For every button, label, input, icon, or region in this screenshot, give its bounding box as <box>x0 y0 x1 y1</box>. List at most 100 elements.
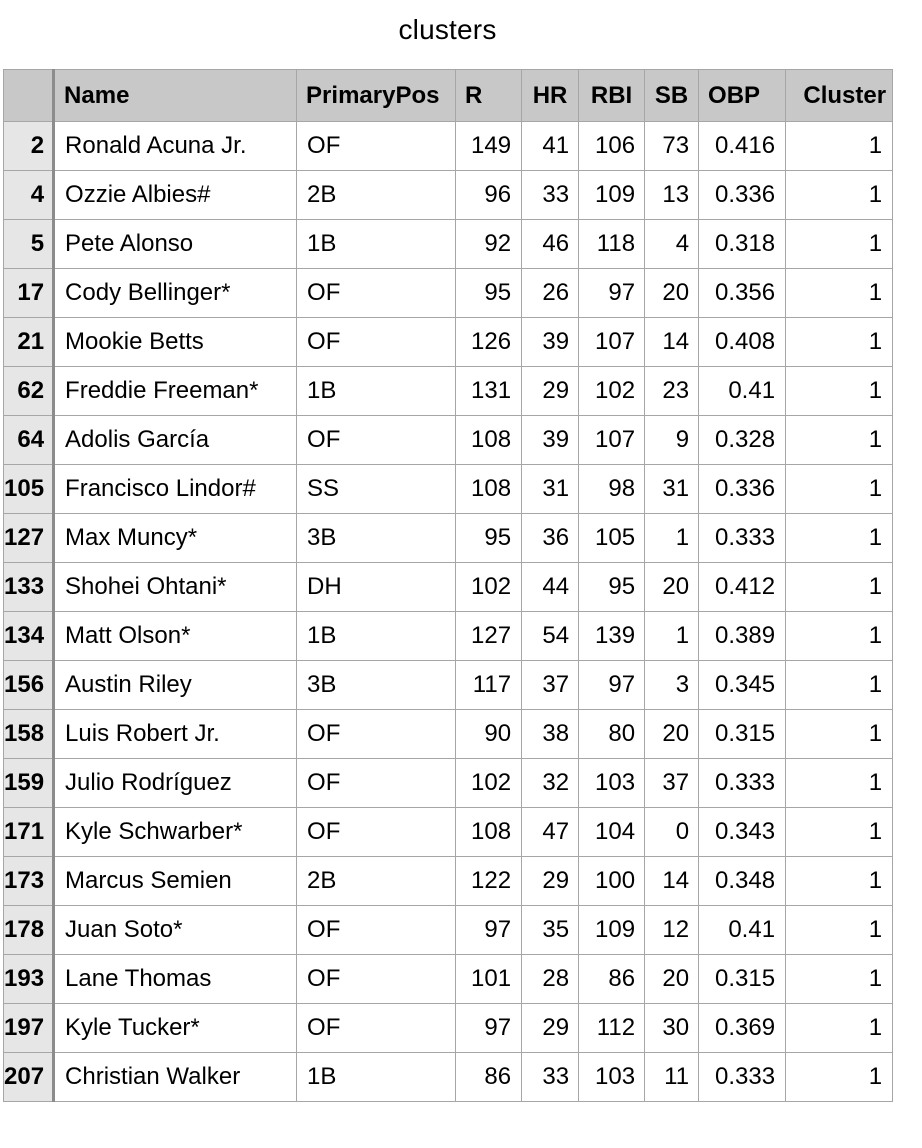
cluster-cell[interactable]: 1 <box>785 807 894 857</box>
sb-cell[interactable]: 1 <box>644 611 700 661</box>
sb-cell[interactable]: 20 <box>644 268 700 318</box>
table-row[interactable]: 127 Max Muncy* 3B 95 36 105 1 0.333 1 <box>2 513 894 563</box>
table-row[interactable]: 133 Shohei Ohtani* DH 102 44 95 20 0.412 1 <box>2 562 894 612</box>
sb-cell[interactable]: 20 <box>644 709 700 759</box>
hr-cell[interactable]: 47 <box>521 807 580 857</box>
cluster-cell[interactable]: 1 <box>785 464 894 514</box>
cluster-cell[interactable]: 1 <box>785 268 894 318</box>
obp-cell[interactable]: 0.336 <box>698 464 787 514</box>
r-cell[interactable]: 108 <box>455 415 523 465</box>
sb-cell[interactable]: 13 <box>644 170 700 220</box>
hr-cell[interactable]: 33 <box>521 170 580 220</box>
cluster-cell[interactable]: 1 <box>785 905 894 955</box>
name-cell[interactable]: Austin Riley <box>53 660 298 710</box>
rbi-cell[interactable]: 107 <box>578 317 646 367</box>
cluster-cell[interactable]: 1 <box>785 954 894 1004</box>
hr-cell[interactable]: 28 <box>521 954 580 1004</box>
primarypos-cell[interactable]: 1B <box>296 366 457 416</box>
rbi-cell[interactable]: 95 <box>578 562 646 612</box>
cluster-cell[interactable]: 1 <box>785 562 894 612</box>
cluster-cell[interactable]: 1 <box>785 513 894 563</box>
row-index[interactable]: 193 <box>2 954 56 1004</box>
obp-cell[interactable]: 0.333 <box>698 758 787 808</box>
hr-cell[interactable]: 33 <box>521 1052 580 1102</box>
rbi-cell[interactable]: 103 <box>578 1052 646 1102</box>
sb-cell[interactable]: 1 <box>644 513 700 563</box>
column-header-r[interactable]: R <box>455 69 523 122</box>
r-cell[interactable]: 149 <box>455 121 523 171</box>
hr-cell[interactable]: 37 <box>521 660 580 710</box>
r-cell[interactable]: 127 <box>455 611 523 661</box>
rbi-cell[interactable]: 97 <box>578 268 646 318</box>
r-cell[interactable]: 97 <box>455 1003 523 1053</box>
rbi-cell[interactable]: 98 <box>578 464 646 514</box>
table-row[interactable]: 178 Juan Soto* OF 97 35 109 12 0.41 1 <box>2 905 894 955</box>
primarypos-cell[interactable]: OF <box>296 415 457 465</box>
table-row[interactable]: 156 Austin Riley 3B 117 37 97 3 0.345 1 <box>2 660 894 710</box>
obp-cell[interactable]: 0.389 <box>698 611 787 661</box>
row-index[interactable]: 171 <box>2 807 56 857</box>
name-cell[interactable]: Matt Olson* <box>53 611 298 661</box>
rbi-cell[interactable]: 86 <box>578 954 646 1004</box>
sb-cell[interactable]: 11 <box>644 1052 700 1102</box>
obp-cell[interactable]: 0.41 <box>698 905 787 955</box>
column-header-name[interactable]: Name <box>53 69 298 122</box>
primarypos-cell[interactable]: OF <box>296 807 457 857</box>
row-index[interactable]: 173 <box>2 856 56 906</box>
row-index[interactable]: 5 <box>2 219 56 269</box>
obp-cell[interactable]: 0.416 <box>698 121 787 171</box>
rbi-cell[interactable]: 103 <box>578 758 646 808</box>
table-row[interactable]: 171 Kyle Schwarber* OF 108 47 104 0 0.343 1 <box>2 807 894 857</box>
table-row[interactable]: 4 Ozzie Albies# 2B 96 33 109 13 0.336 1 <box>2 170 894 220</box>
r-cell[interactable]: 96 <box>455 170 523 220</box>
obp-cell[interactable]: 0.345 <box>698 660 787 710</box>
table-row[interactable]: 158 Luis Robert Jr. OF 90 38 80 20 0.315 1 <box>2 709 894 759</box>
cluster-cell[interactable]: 1 <box>785 317 894 367</box>
sb-cell[interactable]: 12 <box>644 905 700 955</box>
obp-cell[interactable]: 0.369 <box>698 1003 787 1053</box>
sb-cell[interactable]: 30 <box>644 1003 700 1053</box>
rbi-cell[interactable]: 102 <box>578 366 646 416</box>
r-cell[interactable]: 126 <box>455 317 523 367</box>
sb-cell[interactable]: 20 <box>644 954 700 1004</box>
sb-cell[interactable]: 4 <box>644 219 700 269</box>
r-cell[interactable]: 102 <box>455 758 523 808</box>
name-cell[interactable]: Freddie Freeman* <box>53 366 298 416</box>
name-cell[interactable]: Cody Bellinger* <box>53 268 298 318</box>
name-cell[interactable]: Shohei Ohtani* <box>53 562 298 612</box>
table-row[interactable]: 5 Pete Alonso 1B 92 46 118 4 0.318 1 <box>2 219 894 269</box>
rbi-cell[interactable]: 107 <box>578 415 646 465</box>
name-cell[interactable]: Ozzie Albies# <box>53 170 298 220</box>
r-cell[interactable]: 131 <box>455 366 523 416</box>
row-index[interactable]: 2 <box>2 121 56 171</box>
column-header-hr[interactable]: HR <box>521 69 580 122</box>
row-index[interactable]: 4 <box>2 170 56 220</box>
sb-cell[interactable]: 9 <box>644 415 700 465</box>
table-row[interactable]: 62 Freddie Freeman* 1B 131 29 102 23 0.41 1 <box>2 366 894 416</box>
name-cell[interactable]: Luis Robert Jr. <box>53 709 298 759</box>
primarypos-cell[interactable]: DH <box>296 562 457 612</box>
cluster-cell[interactable]: 1 <box>785 219 894 269</box>
rbi-cell[interactable]: 112 <box>578 1003 646 1053</box>
name-cell[interactable]: Max Muncy* <box>53 513 298 563</box>
row-index[interactable]: 134 <box>2 611 56 661</box>
primarypos-cell[interactable]: 1B <box>296 219 457 269</box>
cluster-cell[interactable]: 1 <box>785 611 894 661</box>
rbi-cell[interactable]: 105 <box>578 513 646 563</box>
name-cell[interactable]: Francisco Lindor# <box>53 464 298 514</box>
name-cell[interactable]: Mookie Betts <box>53 317 298 367</box>
name-cell[interactable]: Lane Thomas <box>53 954 298 1004</box>
cluster-cell[interactable]: 1 <box>785 415 894 465</box>
column-header-rbi[interactable]: RBI <box>578 69 646 122</box>
primarypos-cell[interactable]: 2B <box>296 856 457 906</box>
primarypos-cell[interactable]: SS <box>296 464 457 514</box>
table-row[interactable]: 197 Kyle Tucker* OF 97 29 112 30 0.369 1 <box>2 1003 894 1053</box>
primarypos-cell[interactable]: OF <box>296 1003 457 1053</box>
hr-cell[interactable]: 39 <box>521 415 580 465</box>
cluster-cell[interactable]: 1 <box>785 660 894 710</box>
row-index[interactable]: 17 <box>2 268 56 318</box>
table-row[interactable]: 134 Matt Olson* 1B 127 54 139 1 0.389 1 <box>2 611 894 661</box>
row-index[interactable]: 159 <box>2 758 56 808</box>
primarypos-cell[interactable]: OF <box>296 758 457 808</box>
row-index[interactable]: 207 <box>2 1052 56 1102</box>
